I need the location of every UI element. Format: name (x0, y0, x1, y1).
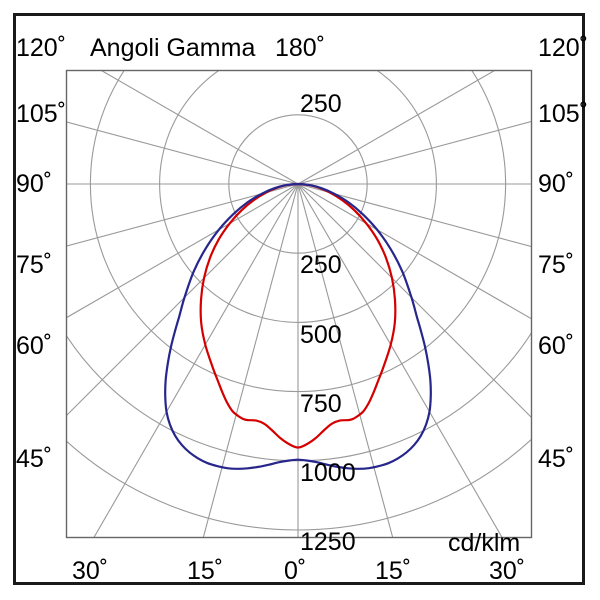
bottom-axis-label-0: 0˚ (284, 557, 307, 585)
grid-spoke--120 (99, 70, 299, 185)
right-axis-label-90: 90˚ (538, 170, 575, 198)
right-axis-label-120: 120˚ (538, 34, 589, 62)
grid-spoke-120 (297, 70, 497, 185)
grid-spoke-75 (297, 183, 532, 248)
radial-label-1000: 1000 (300, 459, 356, 487)
grid-spoke--15 (202, 183, 299, 538)
top-angle-label: 180˚ (275, 34, 326, 62)
grid-spoke-105 (297, 120, 532, 185)
left-axis-label-45: 45˚ (16, 445, 53, 473)
left-axis-label-120: 120˚ (16, 34, 67, 62)
grid-spoke--30 (92, 183, 299, 538)
radial-label-750: 750 (300, 390, 342, 418)
radial-label-250-upper: 250 (300, 90, 342, 118)
figure-outer-frame (13, 13, 585, 585)
right-axis-label-60: 60˚ (538, 332, 575, 360)
bottom-axis-label-30-right: 30˚ (489, 557, 526, 585)
page-title: Angoli Gamma (90, 34, 256, 62)
grid-spoke-45 (297, 183, 532, 419)
bottom-axis-label-15-right: 15˚ (375, 557, 412, 585)
right-axis-label-75: 75˚ (538, 251, 575, 279)
plot-area-border (65, 69, 533, 539)
left-axis-label-105: 105˚ (16, 100, 67, 128)
right-axis-label-105: 105˚ (538, 100, 589, 128)
left-axis-label-60: 60˚ (16, 332, 53, 360)
grid-spoke--45 (66, 183, 299, 417)
bottom-axis-label-30-left: 30˚ (72, 557, 109, 585)
curve-c90-c270 (164, 182, 432, 470)
grid-spoke--105 (66, 121, 299, 185)
right-axis-label-45: 45˚ (538, 445, 575, 473)
radial-label-500: 500 (300, 321, 342, 349)
left-axis-label-75: 75˚ (16, 251, 53, 279)
grid-spoke--75 (66, 183, 299, 247)
unit-label: cd/klm (448, 529, 521, 557)
grid-spoke-30 (297, 183, 504, 538)
curve-c0-c180 (199, 182, 397, 449)
radial-label-1250: 1250 (300, 528, 356, 556)
radial-label-250: 250 (300, 251, 342, 279)
left-axis-label-90: 90˚ (16, 170, 53, 198)
bottom-axis-label-15-left: 15˚ (187, 557, 224, 585)
grid-spoke-15 (297, 183, 394, 538)
distribution-curves (164, 182, 432, 470)
